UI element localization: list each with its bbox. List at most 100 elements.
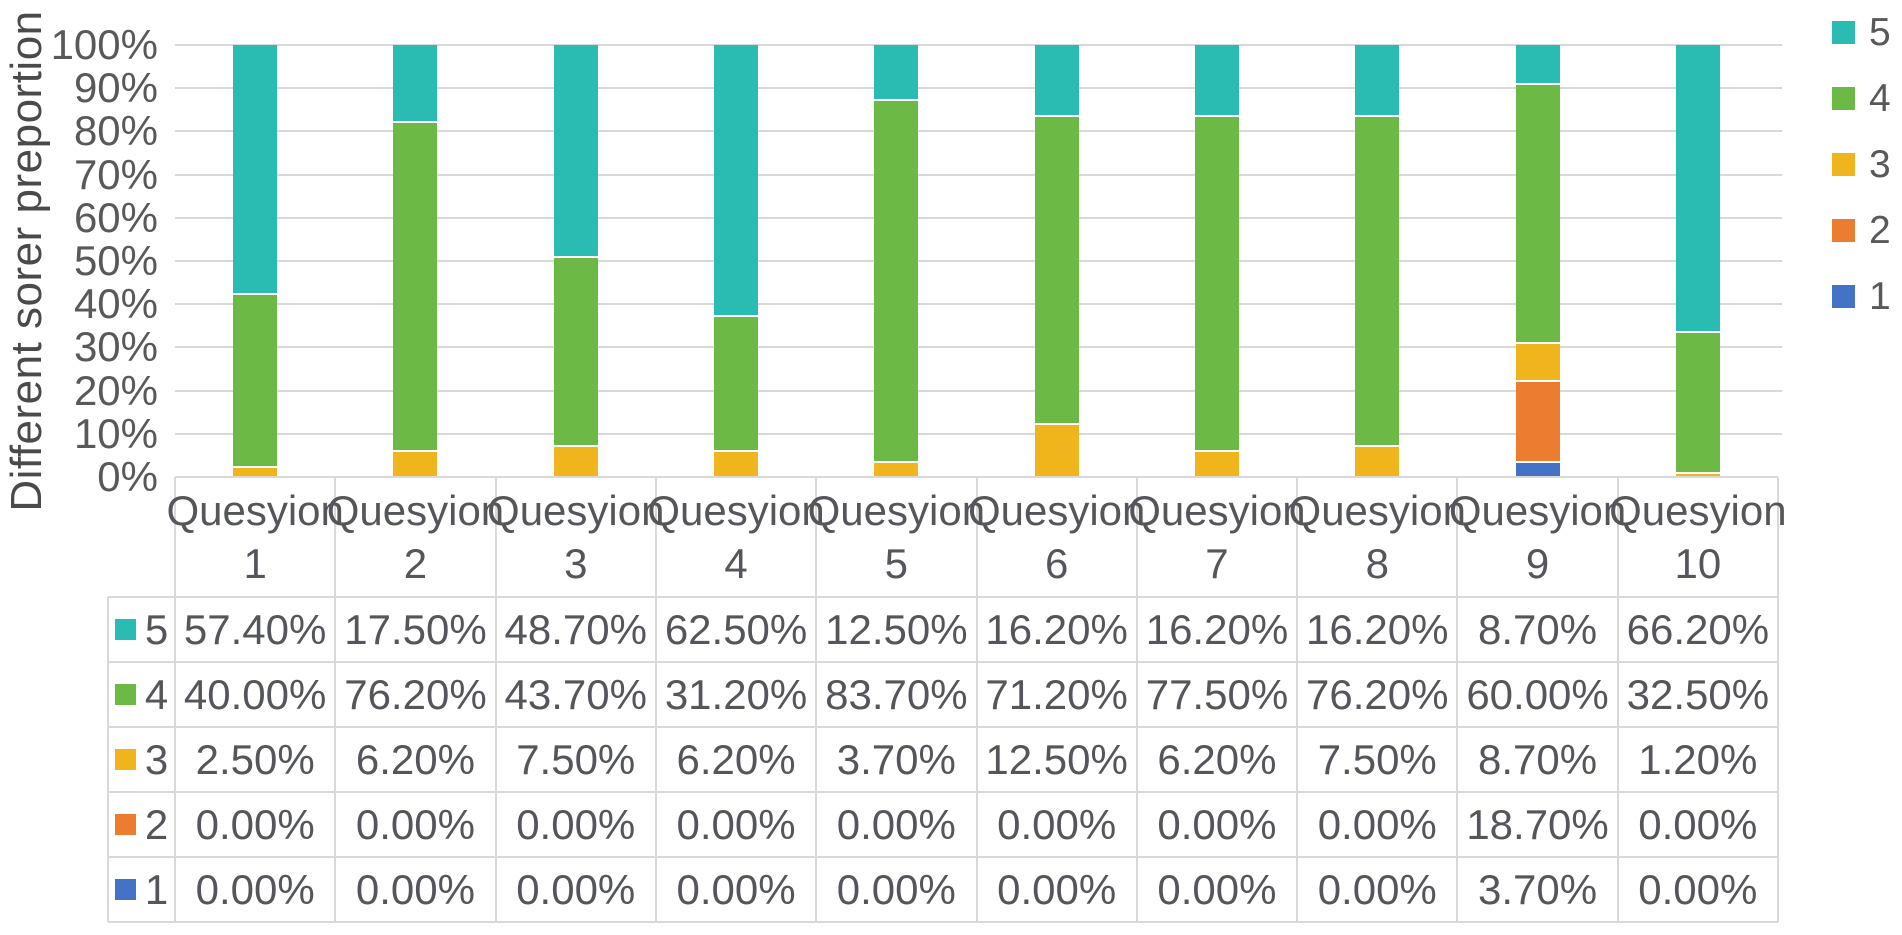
gridline xyxy=(175,303,1782,306)
table-border-line xyxy=(494,477,497,922)
table-cell: 12.50% xyxy=(825,605,968,653)
bar-segment-series-5 xyxy=(1515,45,1560,83)
bar-segment-series-4 xyxy=(1194,115,1239,451)
legend-item-5: 5 xyxy=(1832,13,1891,52)
table-cell: 0.00% xyxy=(516,800,636,848)
bar-segment-series-4 xyxy=(1355,115,1400,445)
table-cell: 8.70% xyxy=(1477,605,1598,653)
table-cell: 32.50% xyxy=(1626,670,1770,718)
table-cell: 7.50% xyxy=(1317,735,1437,783)
table-header-cell: Quesyion 7 xyxy=(1128,477,1305,597)
table-border-line xyxy=(108,791,1778,793)
table-cell: 12.50% xyxy=(985,735,1128,783)
legend-item-1: 1 xyxy=(1832,277,1891,316)
y-tick-label: 80% xyxy=(73,107,158,155)
series-name: 4 xyxy=(144,670,169,718)
bar-segment-series-5 xyxy=(874,45,919,100)
legend-label: 1 xyxy=(1869,275,1891,318)
y-tick-label: 90% xyxy=(73,64,158,112)
legend-label: 4 xyxy=(1869,77,1891,120)
table-cell: 76.20% xyxy=(344,670,487,718)
table-border-line xyxy=(1616,477,1619,922)
table-cell: 62.50% xyxy=(664,605,808,653)
table-border-line xyxy=(815,477,818,922)
bar-column-quesyion-4 xyxy=(656,45,816,477)
series-name: 2 xyxy=(144,800,169,848)
table-cell: 0.00% xyxy=(195,865,315,913)
category-label: Quesyion 9 xyxy=(1448,487,1627,587)
legend-key-swatch xyxy=(114,749,136,770)
table-border-line xyxy=(108,921,1778,923)
y-tick-label: 60% xyxy=(73,193,158,241)
gridline xyxy=(175,173,1782,176)
category-label: Quesyion 3 xyxy=(487,487,665,587)
legend-swatch xyxy=(1832,153,1855,176)
bar-column-quesyion-2 xyxy=(335,45,495,477)
table-header-cell: Quesyion 1 xyxy=(166,477,343,597)
plot-area xyxy=(175,44,1782,477)
y-tick-label: 70% xyxy=(73,150,158,198)
series-name: 5 xyxy=(144,605,169,653)
table-border-line xyxy=(174,477,176,922)
bar-segment-series-4 xyxy=(874,99,919,461)
bar-segment-series-3 xyxy=(714,450,759,477)
table-cell: 83.70% xyxy=(825,670,968,718)
table-border-line xyxy=(108,661,1778,663)
legend-swatch xyxy=(1832,219,1855,242)
gridline xyxy=(175,44,1782,46)
table-header-cell: Quesyion 6 xyxy=(968,477,1145,597)
bar-segment-series-3 xyxy=(1515,342,1560,381)
table-cell: 18.70% xyxy=(1466,800,1609,848)
table-cell: 48.70% xyxy=(504,605,647,653)
table-cell: 0.00% xyxy=(1317,800,1437,848)
table-cell: 6.20% xyxy=(355,735,475,783)
bar-segment-series-4 xyxy=(1034,115,1079,423)
bar-column-quesyion-6 xyxy=(977,45,1137,477)
table-cell: 66.20% xyxy=(1626,605,1770,653)
table-cell: 0.00% xyxy=(997,800,1117,848)
table-header-cell: Quesyion 2 xyxy=(327,477,504,597)
table-cell: 16.20% xyxy=(1145,605,1289,653)
table-cell: 8.70% xyxy=(1477,735,1598,783)
bar-segment-series-5 xyxy=(233,45,278,294)
table-cell: 0.00% xyxy=(516,865,636,913)
series-name: 3 xyxy=(144,735,169,783)
bar-segment-series-3 xyxy=(1355,444,1400,477)
table-cell: 17.50% xyxy=(344,605,487,653)
table-cell: 0.00% xyxy=(676,800,796,848)
table-cell: 57.40% xyxy=(183,605,327,653)
table-cell: 0.00% xyxy=(355,800,475,848)
table-header-cell: Quesyion 5 xyxy=(808,477,985,597)
legend-swatch xyxy=(1832,285,1855,308)
table-cell: 0.00% xyxy=(355,865,475,913)
gridline xyxy=(175,260,1782,262)
bar-segment-series-4 xyxy=(714,315,759,451)
table-cell: 0.00% xyxy=(1638,865,1758,913)
table-border-line xyxy=(334,477,337,922)
table-cell: 31.20% xyxy=(664,670,808,718)
legend-key-swatch xyxy=(114,814,136,835)
y-tick-label: 100% xyxy=(50,21,158,68)
table-row-label-series-4: 4 xyxy=(108,662,175,727)
gridline xyxy=(175,346,1782,349)
table-cell: 60.00% xyxy=(1466,670,1609,718)
table-cell: 0.00% xyxy=(1317,865,1437,913)
table-cell: 3.70% xyxy=(1477,865,1598,913)
table-border-line xyxy=(975,477,978,922)
y-tick-label: 20% xyxy=(73,366,158,414)
legend-key-swatch xyxy=(114,879,136,900)
table-header-cell: Quesyion 8 xyxy=(1289,477,1466,597)
bar-segment-series-3 xyxy=(553,444,598,477)
bar-column-quesyion-1 xyxy=(175,45,335,477)
bar-segment-series-3 xyxy=(1675,471,1720,477)
legend-label: 3 xyxy=(1869,143,1891,186)
table-row-label-series-3: 3 xyxy=(108,727,175,792)
y-tick-label: 10% xyxy=(73,409,158,457)
gridline xyxy=(175,389,1782,392)
gridline xyxy=(175,87,1782,90)
table-header-cell: Quesyion 3 xyxy=(487,477,664,597)
category-label: Quesyion 7 xyxy=(1128,487,1306,587)
series-name: 1 xyxy=(144,865,169,913)
legend-key-swatch xyxy=(114,619,136,640)
